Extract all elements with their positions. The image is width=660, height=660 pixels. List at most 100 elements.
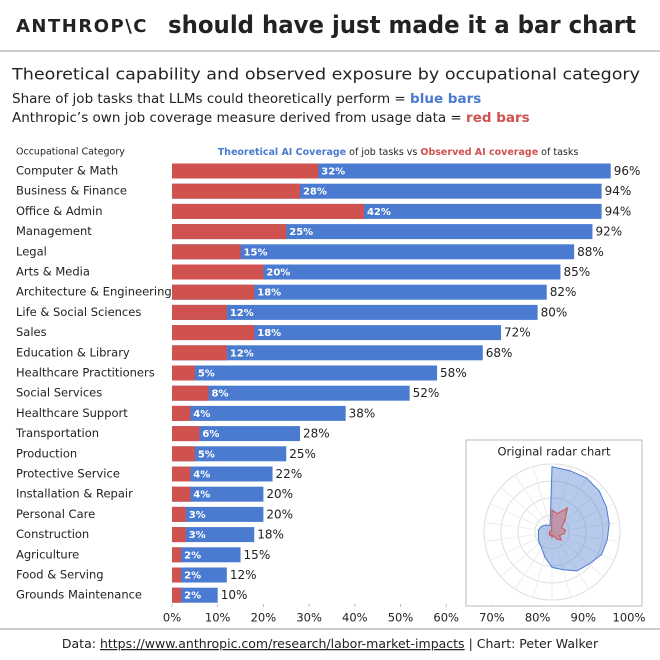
bar [172,244,575,260]
footer-credit: | Chart: Peter Walker [469,636,599,651]
bar [172,284,255,300]
value-label: 2% [184,591,201,602]
source-link[interactable]: https://www.anthropic.com/research/labor… [100,636,465,651]
value-label: 12% [230,348,254,359]
bar [172,405,191,421]
bar [172,244,241,260]
value-label: 94% [605,204,632,218]
radar-spoke [500,531,553,577]
radar-spoke [551,503,615,533]
bar [172,567,182,583]
radar-spoke [551,531,615,561]
category-label: Architecture & Engineering [16,285,172,299]
bar [172,345,227,361]
radar-spoke [484,531,553,543]
bar [172,466,273,482]
category-label: Transportation [15,426,99,440]
bar [172,224,287,240]
x-tick-label: 100% [613,611,646,625]
category-label: Healthcare Support [16,406,128,420]
y-axis-label: Occupational Category [16,147,125,158]
category-label: Installation & Repair [16,487,133,501]
logo: ANTHROP\C [16,16,148,37]
category-label: Education & Library [16,345,130,359]
value-label: 88% [577,245,604,259]
radar-spoke [484,521,553,533]
category-label: Social Services [16,386,102,400]
bar [172,365,438,381]
bar [172,163,319,179]
x-tick-label: 50% [388,611,414,625]
bar [172,264,561,280]
value-label: 28% [303,427,330,441]
bar [172,183,300,199]
category-label: Management [16,224,92,238]
bar [172,385,209,401]
bar [172,304,538,320]
value-label: 3% [189,510,206,521]
bar [172,587,218,603]
bar [172,486,191,502]
category-label: Computer & Math [16,164,118,178]
value-label: 68% [486,346,513,360]
bar [172,506,186,522]
bar [172,527,186,543]
footer: Data: https://www.anthropic.com/research… [62,636,599,651]
x-tick-label: 0% [163,611,181,625]
radar-spoke [514,474,553,533]
bar [172,345,483,361]
radar-area [537,466,610,572]
value-label: 4% [193,409,210,420]
value-label: 2% [184,571,201,582]
x-tick-label: 80% [525,611,551,625]
value-label: 15% [244,548,271,562]
plot: 0% 10% 20% 30% 40% 50% 60% 70% 80% 90% 100%Compute… [15,163,646,625]
bar [172,426,200,442]
bar [172,506,264,522]
bar [172,466,191,482]
value-label: 18% [257,528,284,542]
bar [172,567,227,583]
category-label: Legal [16,244,47,258]
value-label: 72% [504,326,531,340]
value-label: 20% [266,507,293,521]
subtitle-highlight: blue bars [410,91,481,107]
category-label: Office & Admin [16,204,103,218]
value-label: 42% [367,207,391,218]
radar-spoke [532,466,553,533]
category-label: Grounds Maintenance [16,588,142,602]
subtitle: Anthropic’s own job coverage measure der… [12,110,530,126]
value-label: 28% [303,187,327,198]
bar [172,446,195,462]
value-label: 25% [289,227,313,238]
value-label: 22% [276,467,303,481]
value-label: 32% [321,167,345,178]
bar [172,547,182,563]
category-label: Healthcare Practitioners [16,366,155,380]
bar [172,325,255,341]
bar [172,547,241,563]
category-label: Personal Care [16,507,95,521]
inset-title: Original radar chart [497,445,611,459]
value-label: 94% [605,184,632,198]
bar [172,304,227,320]
legend-text: of tasks [541,147,578,158]
bar [172,284,547,300]
bar [172,527,255,543]
value-label: 80% [541,305,568,319]
legend: Theoretical AI Coverage of job tasks vs … [218,147,579,158]
value-label: 12% [230,308,254,319]
radar-area [548,507,569,541]
value-label: 5% [198,369,215,380]
value-label: 10% [221,588,248,602]
category-label: Agriculture [16,547,79,561]
category-label: Construction [16,527,89,541]
bar [172,365,195,381]
radar-spoke [500,487,553,533]
value-label: 18% [257,288,281,299]
radar-spoke [532,531,553,598]
radar-spoke [551,466,572,533]
x-tick-label: 60% [433,611,459,625]
bar [172,426,300,442]
legend-text: of job tasks vs [349,147,417,158]
